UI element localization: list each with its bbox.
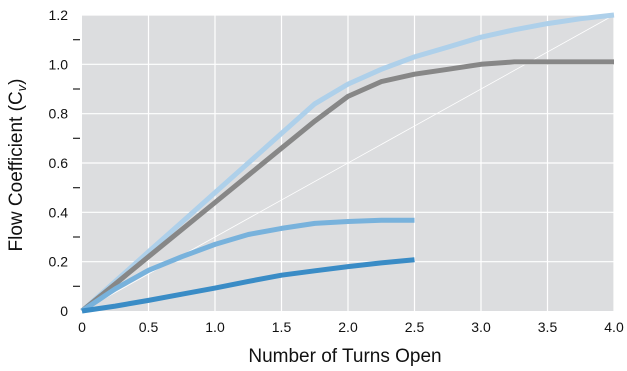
- y-axis-title-main: Flow Coefficient (C: [6, 91, 27, 251]
- y-tick-labels: 0 0.2 0.4 0.6 0.8 1.0 1.2: [49, 7, 69, 319]
- y-tick-label: 0.6: [49, 155, 69, 171]
- x-tick-label: 3.5: [538, 319, 558, 335]
- x-tick-label: 0: [78, 319, 86, 335]
- series-line-1: [80, 12, 615, 313]
- x-tick-label: 1.0: [205, 319, 225, 335]
- series-line-4: [81, 257, 415, 314]
- x-tick-label: 2.0: [338, 319, 358, 335]
- x-tick-labels: 0 0.5 1.0 1.5 2.0 2.5 3.0 3.5 4.0: [78, 319, 624, 335]
- y-tick-label: 1.0: [49, 56, 69, 72]
- y-axis-title-close: ): [6, 79, 27, 85]
- y-axis-title: Flow Coefficient (Cv): [6, 79, 29, 252]
- y-tick-label: 1.2: [49, 7, 69, 23]
- x-tick-label: 0.5: [139, 319, 159, 335]
- y-axis-ticks: [73, 39, 80, 287]
- series-line-2: [80, 59, 614, 313]
- y-tick-label: 0.2: [49, 254, 69, 270]
- data-series-group: [80, 12, 615, 314]
- x-tick-label: 4.0: [604, 319, 624, 335]
- x-tick-label: 1.5: [272, 319, 292, 335]
- y-tick-label: 0.4: [49, 204, 69, 220]
- y-tick-label: 0: [60, 303, 68, 319]
- x-axis-title: Number of Turns Open: [248, 346, 441, 367]
- y-tick-label: 0.8: [49, 106, 69, 122]
- x-tick-label: 2.5: [405, 319, 425, 335]
- series-line-3: [80, 217, 415, 314]
- y-axis-title-subscript: v: [14, 83, 29, 91]
- x-tick-label: 3.0: [471, 319, 491, 335]
